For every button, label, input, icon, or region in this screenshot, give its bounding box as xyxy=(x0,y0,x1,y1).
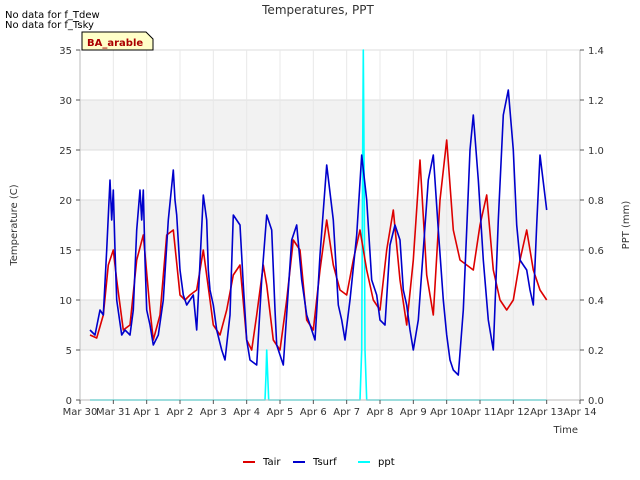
chart-title: Temperatures, PPT xyxy=(261,3,374,17)
note-tdew: No data for f_Tdew xyxy=(5,10,100,21)
x-tick-label: Apr 6 xyxy=(300,407,327,418)
y-tick-label: 25 xyxy=(59,146,72,157)
plot-band xyxy=(80,100,580,150)
y-tick-label: 0 xyxy=(66,396,72,407)
y-tick-label: 35 xyxy=(59,46,72,57)
x-tick-label: Mar 30 xyxy=(63,407,98,418)
y2-tick-label: 0.8 xyxy=(588,196,604,207)
series-line-ppt xyxy=(90,49,547,401)
legend: Tair Tsurf ppt xyxy=(243,457,395,468)
y-axis-label: Temperature (C) xyxy=(9,184,20,266)
y2-tick-label: 1.4 xyxy=(588,46,604,57)
x-tick-label: Apr 8 xyxy=(367,407,394,418)
y2-tick-label: 1.2 xyxy=(588,96,604,107)
site-badge: BA_arable xyxy=(81,31,154,51)
badge-label: BA_arable xyxy=(87,38,143,49)
y-axis-ticks: 0 5 10 15 20 25 30 35 xyxy=(59,46,80,407)
y-tick-label: 10 xyxy=(59,296,72,307)
legend-label-tair: Tair xyxy=(262,457,281,468)
y-tick-label: 5 xyxy=(66,346,72,357)
note-tsky: No data for f_Tsky xyxy=(5,20,94,31)
plot-band xyxy=(80,300,580,350)
x-tick-label: Apr 9 xyxy=(400,407,427,418)
x-tick-label: Mar 31 xyxy=(96,407,131,418)
y2-tick-label: 0.2 xyxy=(588,346,604,357)
legend-label-ppt: ppt xyxy=(378,457,395,468)
x-tick-label: Apr 14 xyxy=(563,407,596,418)
y2-tick-label: 1.0 xyxy=(588,146,604,157)
x-tick-label: Apr 4 xyxy=(233,407,260,418)
series-layer xyxy=(89,49,548,401)
x-axis-label: Time xyxy=(553,425,578,436)
y-tick-label: 15 xyxy=(59,246,72,257)
x-tick-label: Apr 11 xyxy=(463,407,496,418)
y2-tick-label: 0.4 xyxy=(588,296,604,307)
y-tick-label: 30 xyxy=(59,96,72,107)
legend-label-tsurf: Tsurf xyxy=(312,457,337,468)
x-tick-label: Apr 7 xyxy=(333,407,360,418)
x-tick-label: Apr 5 xyxy=(267,407,294,418)
y2-tick-label: 0.6 xyxy=(588,246,604,257)
x-tick-label: Apr 2 xyxy=(167,407,194,418)
x-tick-label: Apr 10 xyxy=(430,407,463,418)
y-tick-label: 20 xyxy=(59,196,72,207)
axes xyxy=(79,50,581,401)
x-tick-label: Apr 3 xyxy=(200,407,227,418)
series-line-tair xyxy=(89,139,548,351)
y2-tick-label: 0.0 xyxy=(588,396,604,407)
badge-shape xyxy=(81,31,154,51)
y2-axis-ticks: 0.0 0.2 0.4 0.6 0.8 1.0 1.2 1.4 xyxy=(580,46,604,407)
x-tick-label: Apr 13 xyxy=(530,407,563,418)
x-tick-label: Apr 1 xyxy=(133,407,160,418)
y2-axis-label: PPT (mm) xyxy=(621,201,632,250)
series-line-tsurf xyxy=(89,89,548,376)
plot-background xyxy=(80,50,580,400)
x-tick-label: Apr 12 xyxy=(497,407,530,418)
